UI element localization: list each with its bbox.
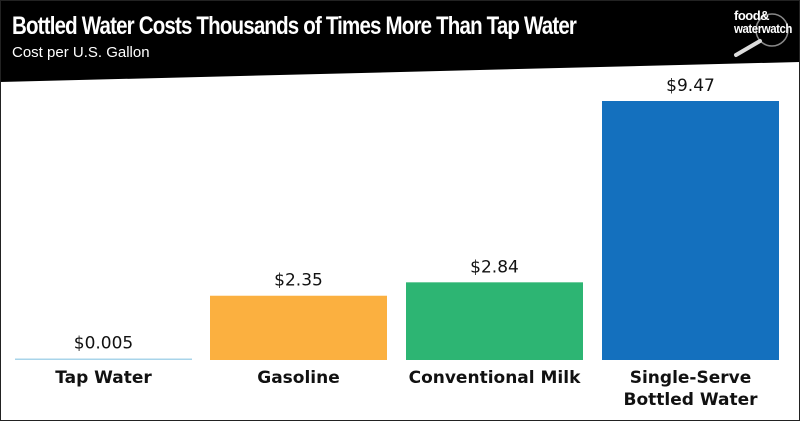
bar-1 bbox=[210, 295, 387, 360]
svg-text:waterwatch: waterwatch bbox=[733, 21, 792, 36]
category-label: Single-Serve bbox=[630, 368, 752, 388]
chart-title: Bottled Water Costs Thousands of Times M… bbox=[12, 12, 577, 40]
chart-subtitle: Cost per U.S. Gallon bbox=[12, 44, 150, 61]
category-label: Conventional Milk bbox=[409, 368, 581, 388]
category-label: Tap Water bbox=[55, 368, 152, 388]
category-label: Bottled Water bbox=[624, 390, 759, 410]
bar-0 bbox=[15, 358, 192, 360]
magnifier-icon: food& waterwatch bbox=[733, 8, 793, 57]
category-label: Gasoline bbox=[257, 368, 340, 388]
svg-text:food&: food& bbox=[734, 8, 769, 23]
bar-3 bbox=[602, 101, 779, 360]
value-label: $0.005 bbox=[74, 334, 133, 354]
value-label: $9.47 bbox=[666, 76, 715, 96]
food-water-watch-logo: food& waterwatch bbox=[732, 8, 793, 58]
bar-2 bbox=[406, 282, 583, 360]
value-label: $2.35 bbox=[274, 271, 323, 291]
value-label: $2.84 bbox=[470, 257, 519, 277]
